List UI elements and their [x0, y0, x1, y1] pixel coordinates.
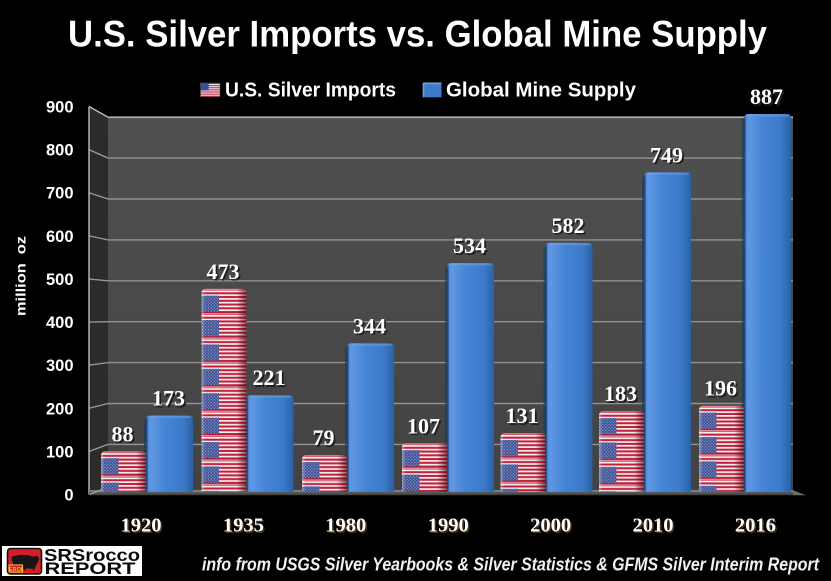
svg-text:1990: 1990	[429, 516, 470, 538]
svg-text:221: 221	[253, 365, 286, 390]
svg-text:88: 88	[112, 421, 134, 446]
svg-text:107: 107	[409, 415, 442, 440]
svg-text:700: 700	[46, 185, 74, 203]
svg-text:600: 600	[46, 228, 74, 246]
svg-text:300: 300	[46, 357, 74, 375]
svg-text:2016: 2016	[735, 515, 776, 537]
svg-text:534: 534	[455, 235, 488, 260]
svg-text:344: 344	[355, 315, 388, 340]
svg-text:582: 582	[553, 215, 586, 240]
svg-text:749: 749	[652, 144, 685, 169]
svg-text:749: 749	[650, 142, 683, 167]
svg-text:SRSrocco: SRSrocco	[44, 545, 140, 565]
svg-text:473: 473	[207, 259, 240, 284]
svg-text:183: 183	[606, 383, 639, 408]
svg-text:2000: 2000	[530, 515, 571, 537]
svg-text:1990: 1990	[428, 515, 469, 537]
svg-text:1920: 1920	[121, 515, 162, 537]
svg-text:344: 344	[353, 313, 386, 338]
svg-text:1980: 1980	[327, 516, 368, 538]
svg-text:1920: 1920	[122, 516, 163, 538]
svg-text:Global Mine Supply: Global Mine Supply	[446, 79, 637, 102]
svg-text:473: 473	[208, 261, 241, 286]
svg-text:887: 887	[750, 84, 783, 109]
svg-text:400: 400	[46, 314, 74, 332]
svg-text:196: 196	[706, 378, 739, 403]
svg-text:2010: 2010	[634, 516, 675, 538]
svg-text:887: 887	[752, 86, 785, 111]
svg-text:131: 131	[506, 403, 539, 428]
svg-text:200: 200	[46, 400, 74, 418]
svg-text:100: 100	[46, 444, 74, 462]
svg-text:88: 88	[113, 423, 135, 448]
svg-text:U.S. Silver Imports: U.S. Silver Imports	[225, 79, 396, 102]
svg-text:79: 79	[314, 427, 336, 452]
svg-text:196: 196	[704, 376, 737, 401]
svg-text:173: 173	[154, 387, 187, 412]
svg-text:107: 107	[407, 413, 440, 438]
svg-text:million oz: million oz	[13, 236, 29, 316]
svg-text:131: 131	[507, 405, 540, 430]
svg-text:173: 173	[152, 386, 185, 411]
svg-text:800: 800	[46, 142, 74, 160]
svg-text:900: 900	[46, 99, 74, 117]
svg-text:2000: 2000	[532, 516, 573, 538]
svg-text:U.S. Silver Imports vs. Global: U.S. Silver Imports vs. Global Mine Supp…	[68, 13, 767, 55]
svg-text:2010: 2010	[633, 515, 674, 537]
svg-text:79: 79	[313, 425, 335, 450]
svg-text:500: 500	[46, 271, 74, 289]
svg-text:2016: 2016	[736, 516, 777, 538]
svg-text:1935: 1935	[223, 515, 264, 537]
svg-text:REPORT: REPORT	[45, 559, 137, 578]
svg-text:0: 0	[64, 487, 73, 505]
svg-text:582: 582	[552, 213, 585, 238]
svg-text:EROI: EROI	[9, 567, 23, 573]
svg-text:1935: 1935	[224, 516, 265, 538]
svg-text:1980: 1980	[325, 515, 366, 537]
svg-text:221: 221	[254, 367, 287, 392]
svg-text:183: 183	[604, 381, 637, 406]
svg-text:info from USGS Silver Yearbook: info from USGS Silver Yearbooks & Silver…	[202, 555, 820, 575]
svg-text:534: 534	[453, 233, 486, 258]
